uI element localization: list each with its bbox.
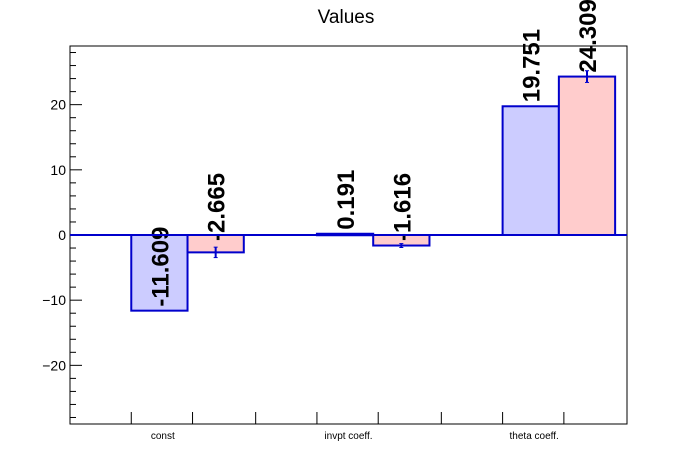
y-tick-label: 20 (50, 97, 66, 113)
data-label: -1.616 (389, 173, 416, 241)
bar-s2 (557, 75, 617, 237)
data-label: 0.191 (333, 170, 360, 230)
data-label: -11.609 (147, 227, 174, 307)
data-label: 19.751 (519, 29, 546, 102)
chart-title: Values (318, 7, 375, 28)
y-tick-label: 0 (58, 227, 66, 243)
y-tick-label: −10 (42, 292, 66, 308)
y-tick-label: 10 (50, 162, 66, 178)
data-label: -2.665 (204, 173, 231, 241)
category-label: invpt coeff. (324, 431, 372, 442)
bar-s1 (130, 234, 189, 312)
category-label: theta coeff. (510, 431, 559, 442)
plot-area: −20 −10 0 10 20 const invpt coeff. theta coeff.… (42, 0, 628, 442)
bar-s1 (501, 105, 560, 236)
data-label: 24.309 (575, 0, 602, 73)
category-label: const (151, 431, 175, 442)
y-tick-label: −20 (42, 357, 66, 373)
